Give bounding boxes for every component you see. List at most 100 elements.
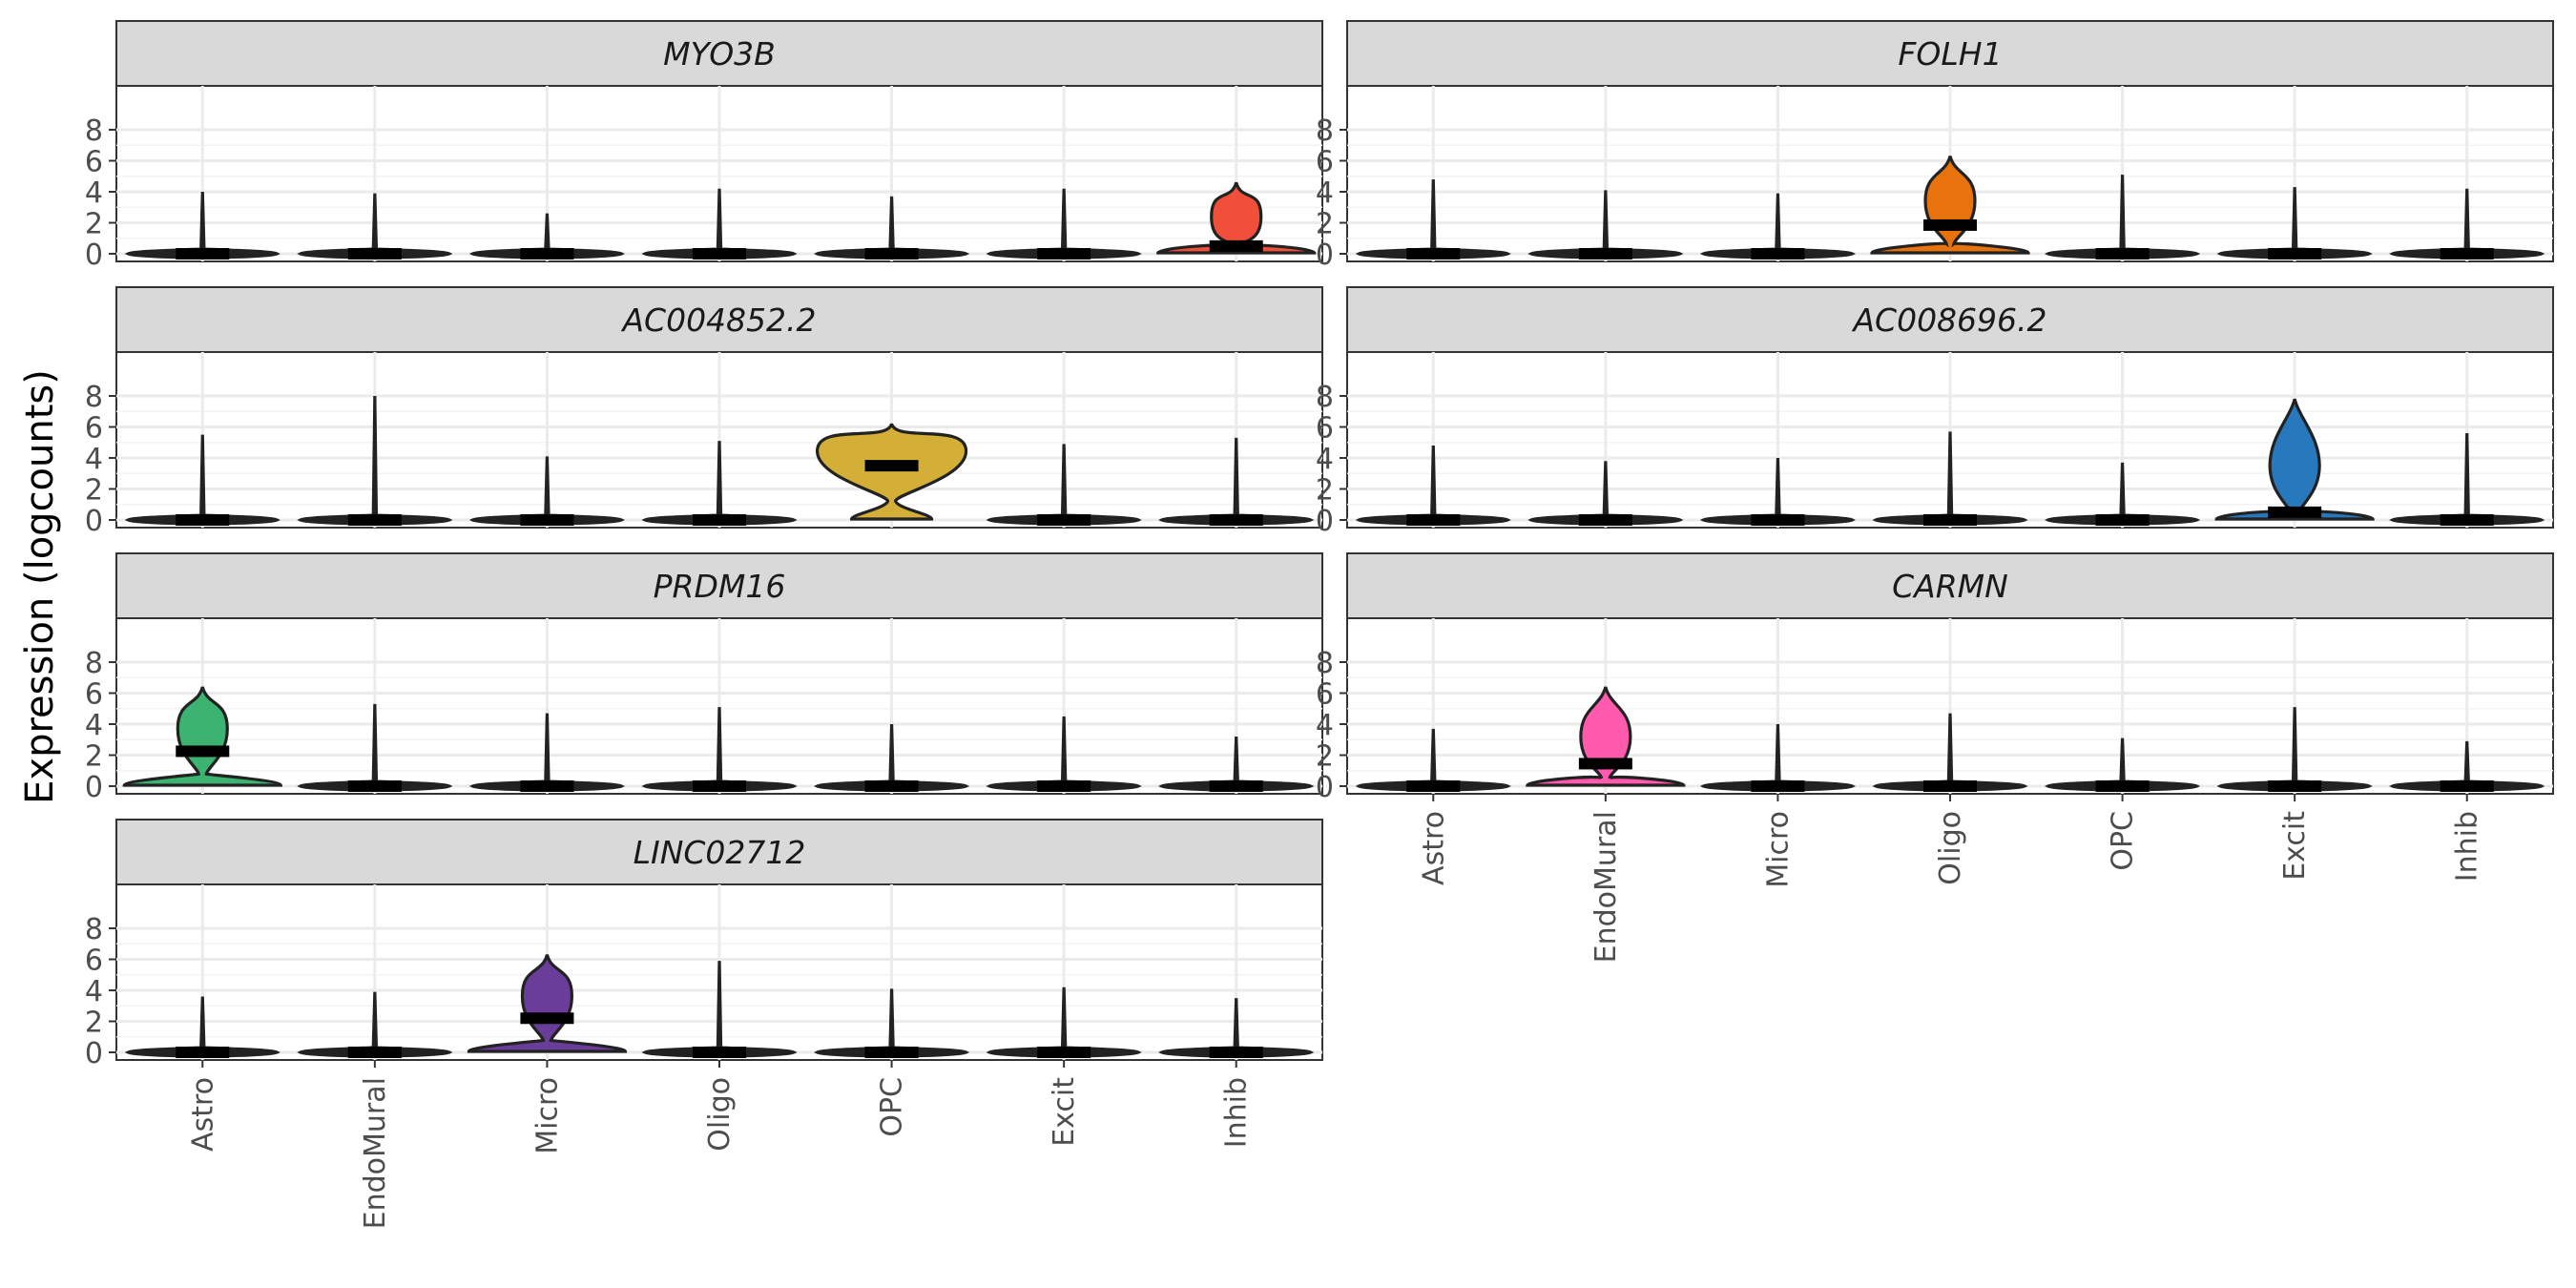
y-tick-label: 6 <box>85 412 103 446</box>
median-bar-endomural <box>1578 758 1632 770</box>
median-bar-astro <box>1406 514 1461 526</box>
median-bar-micro <box>520 780 574 792</box>
median-bar-micro <box>520 248 574 260</box>
y-tick-label: 6 <box>1316 412 1334 446</box>
violin-oligo <box>1870 156 2030 255</box>
violin-excit <box>2214 398 2375 521</box>
facet-strip <box>115 286 1323 353</box>
median-bar-oligo <box>693 248 746 260</box>
median-bar-excit <box>1037 780 1091 792</box>
y-tick-label: 0 <box>1316 771 1334 804</box>
median-bar-micro <box>1751 248 1805 260</box>
violin-astro <box>122 686 282 787</box>
facet-panels: MYO3B02468FOLH102468AC004852.202468AC008… <box>85 20 2554 1229</box>
y-tick-label: 8 <box>1316 381 1334 414</box>
x-tick-label-opc: OPC <box>876 1077 909 1137</box>
median-bar-inhib <box>2440 780 2494 792</box>
median-bar-endomural <box>1578 248 1632 260</box>
y-tick-label: 6 <box>85 146 103 179</box>
x-tick-label-excit: Excit <box>1048 1077 1081 1147</box>
y-tick-label: 0 <box>1316 505 1334 538</box>
x-tick-label-astro: Astro <box>186 1077 219 1152</box>
median-bar-excit <box>1037 1047 1091 1058</box>
median-bar-micro <box>1751 780 1805 792</box>
median-bar-oligo <box>1923 780 1977 792</box>
y-tick-label: 0 <box>85 771 103 804</box>
facet-strip <box>1346 552 2554 619</box>
median-bar-endomural <box>347 1047 402 1058</box>
median-bar-oligo <box>693 514 746 526</box>
y-tick-label: 0 <box>85 505 103 538</box>
y-tick-label: 2 <box>1316 208 1334 241</box>
median-bar-inhib <box>1209 1047 1263 1058</box>
y-tick-label: 6 <box>1316 678 1334 712</box>
x-tick-label-oligo: Oligo <box>1934 811 1967 885</box>
median-bar-astro <box>1406 780 1461 792</box>
median-bar-opc <box>2095 248 2150 260</box>
x-tick-label-inhib: Inhib <box>1220 1077 1254 1148</box>
facet-strip <box>115 20 1323 87</box>
facet-title: LINC02712 <box>634 834 806 871</box>
median-bar-opc <box>2095 780 2150 792</box>
y-tick-label: 0 <box>1316 239 1334 272</box>
median-bar-opc <box>864 1047 919 1058</box>
facet-title: FOLH1 <box>1898 35 2002 73</box>
median-bar-endomural <box>347 514 402 526</box>
median-bar-inhib <box>1209 780 1263 792</box>
median-bar-opc <box>864 248 919 260</box>
median-bar-endomural <box>347 780 402 792</box>
median-bar-excit <box>1037 514 1091 526</box>
median-bar-excit <box>2268 780 2322 792</box>
y-tick-label: 8 <box>85 647 103 680</box>
median-bar-astro <box>176 745 230 758</box>
median-bar-opc <box>2095 514 2150 526</box>
median-bar-opc <box>864 780 919 792</box>
x-tick-label-inhib: Inhib <box>2451 811 2484 882</box>
x-tick-label-oligo: Oligo <box>703 1077 737 1152</box>
facet-title: AC004852.2 <box>620 301 816 339</box>
x-tick-label-micro: Micro <box>1761 811 1795 888</box>
violin-micro <box>467 954 628 1053</box>
facet-strip <box>1346 20 2554 87</box>
median-bar-oligo <box>1923 514 1977 526</box>
median-bar-astro <box>1406 248 1461 260</box>
y-tick-label: 4 <box>85 975 103 1008</box>
median-bar-micro <box>1751 514 1805 526</box>
median-bar-inhib <box>2440 248 2494 260</box>
median-bar-oligo <box>1923 218 1977 231</box>
median-bar-micro <box>520 1012 574 1025</box>
y-tick-label: 4 <box>1316 709 1334 742</box>
x-tick-label-opc: OPC <box>2107 811 2140 871</box>
x-tick-label-astro: Astro <box>1417 811 1450 885</box>
median-bar-inhib <box>1209 514 1263 526</box>
y-tick-label: 8 <box>85 913 103 946</box>
median-bar-astro <box>176 1047 230 1058</box>
facet-title: PRDM16 <box>654 568 786 605</box>
y-tick-label: 6 <box>1316 146 1334 179</box>
median-bar-excit <box>2268 506 2322 518</box>
y-tick-label: 6 <box>85 678 103 712</box>
x-tick-label-endomural: EndoMural <box>359 1077 392 1229</box>
y-tick-label: 8 <box>1316 647 1334 680</box>
median-bar-inhib <box>1209 239 1263 252</box>
y-tick-label: 6 <box>85 945 103 978</box>
x-tick-label-excit: Excit <box>2278 811 2312 881</box>
y-tick-label: 2 <box>1316 474 1334 508</box>
y-tick-label: 4 <box>1316 177 1334 210</box>
x-tick-label-micro: Micro <box>530 1077 564 1154</box>
y-tick-label: 0 <box>85 1037 103 1070</box>
median-bar-inhib <box>2440 514 2494 526</box>
median-bar-opc <box>864 460 919 472</box>
y-tick-label: 2 <box>85 208 103 241</box>
violin-inhib <box>1156 181 1317 255</box>
facet-strip <box>1346 286 2554 353</box>
y-tick-label: 8 <box>1316 114 1334 148</box>
